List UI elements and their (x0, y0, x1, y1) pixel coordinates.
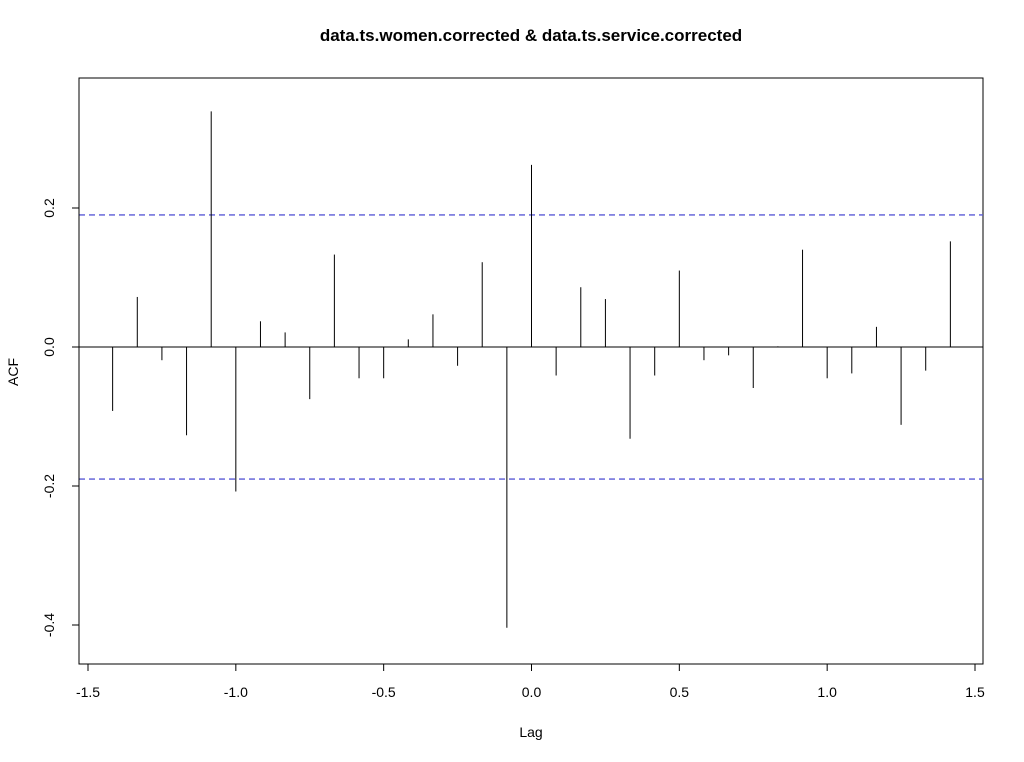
y-axis: -0.4 -0.2 0.0 0.2 (41, 198, 80, 637)
y-tick-label-0: -0.4 (41, 613, 57, 637)
x-tick-label-6: 1.5 (965, 684, 985, 700)
y-tick-label-1: -0.2 (41, 474, 57, 498)
x-tick-label-0: -1.5 (76, 684, 100, 700)
x-tick-label-1: -1.0 (224, 684, 248, 700)
x-tick-label-3: 0.0 (522, 684, 542, 700)
y-tick-label-2: 0.0 (41, 337, 57, 357)
x-tick-label-4: 0.5 (670, 684, 690, 700)
x-tick-label-5: 1.0 (817, 684, 837, 700)
acf-spikes (112, 111, 951, 628)
y-tick-label-3: 0.2 (41, 198, 57, 218)
x-axis: -1.5 -1.0 -0.5 0.0 0.5 1.0 1.5 (76, 663, 985, 700)
x-axis-label: Lag (519, 724, 542, 740)
chart-title: data.ts.women.corrected & data.ts.servic… (320, 26, 742, 45)
y-axis-label: ACF (5, 358, 21, 386)
x-tick-label-2: -0.5 (372, 684, 396, 700)
